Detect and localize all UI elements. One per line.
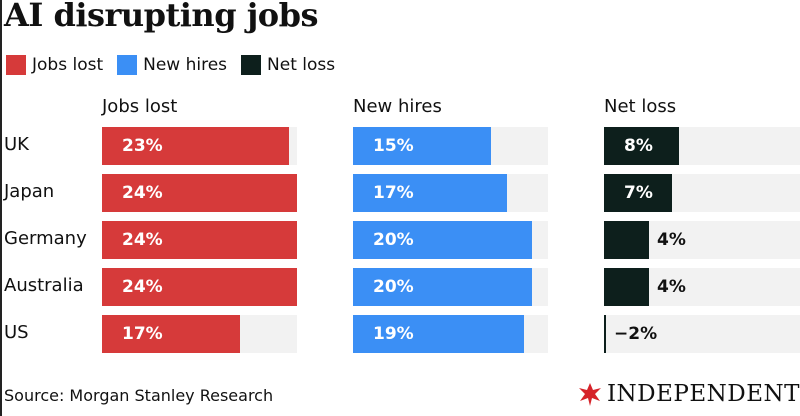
- bar-new-hires-australia: [353, 268, 532, 306]
- data-label-net-loss-japan: 7%: [624, 183, 653, 203]
- eagle-icon: [578, 383, 601, 406]
- bar-track: 24%: [102, 268, 297, 306]
- bar-track: 8%: [604, 127, 800, 165]
- data-label-net-loss-us: −2%: [614, 324, 658, 344]
- bar-new-hires-japan: [353, 174, 508, 212]
- bar-net-loss-japan: [604, 174, 672, 212]
- bar-new-hires-uk: [353, 127, 491, 165]
- column-header-new-hires: New hires: [353, 96, 442, 117]
- legend-swatch-net-loss: [241, 55, 262, 75]
- data-label-new-hires-uk: 15%: [373, 136, 414, 156]
- bar-new-hires-us: [353, 315, 524, 353]
- bar-new-hires-germany: [353, 221, 532, 259]
- legend: Jobs lost New hires Net loss: [6, 53, 335, 77]
- data-label-jobs-lost-uk: 23%: [122, 136, 163, 156]
- bar-track: 4%: [604, 268, 800, 306]
- bar-track: 20%: [353, 221, 548, 259]
- data-label-new-hires-germany: 20%: [373, 230, 414, 250]
- legend-label-jobs-lost: Jobs lost: [32, 55, 104, 75]
- bar-track: 7%: [604, 174, 800, 212]
- column-header-net-loss: Net loss: [604, 96, 677, 117]
- bar-track: 19%: [353, 315, 548, 353]
- bar-jobs-lost-germany: [102, 221, 297, 259]
- data-label-new-hires-us: 19%: [373, 324, 414, 344]
- bar-net-loss-us: [604, 315, 606, 353]
- column-header-jobs-lost: Jobs lost: [102, 96, 178, 117]
- data-label-new-hires-australia: 20%: [373, 277, 414, 297]
- row-label-us: US: [4, 322, 29, 343]
- legend-label-net-loss: Net loss: [267, 55, 336, 75]
- bar-net-loss-uk: [604, 127, 679, 165]
- legend-swatch-jobs-lost: [6, 55, 26, 75]
- data-label-new-hires-japan: 17%: [373, 183, 414, 203]
- data-label-jobs-lost-australia: 24%: [122, 277, 163, 297]
- legend-label-new-hires: New hires: [143, 55, 228, 75]
- bar-track: 15%: [353, 127, 548, 165]
- data-label-net-loss-germany: 4%: [657, 230, 686, 250]
- bar-track: 24%: [102, 221, 297, 259]
- data-label-jobs-lost-us: 17%: [122, 324, 163, 344]
- bar-track: 24%: [102, 174, 297, 212]
- legend-item-new-hires: New hires: [117, 55, 227, 75]
- bar-jobs-lost-australia: [102, 268, 297, 306]
- source-note: Source: Morgan Stanley Research: [4, 386, 274, 405]
- bar-jobs-lost-uk: [102, 127, 289, 165]
- row-label-japan: Japan: [4, 181, 55, 202]
- data-label-net-loss-australia: 4%: [657, 277, 686, 297]
- bar-track: −2%: [604, 315, 800, 353]
- row-label-germany: Germany: [4, 228, 87, 249]
- legend-swatch-new-hires: [117, 55, 138, 75]
- bar-jobs-lost-japan: [102, 174, 297, 212]
- bar-track: 17%: [353, 174, 548, 212]
- bar-track: 4%: [604, 221, 800, 259]
- bar-track: 17%: [102, 315, 297, 353]
- chart-title: AI disrupting jobs: [4, 0, 319, 34]
- bar-net-loss-germany: [604, 221, 649, 259]
- bar-jobs-lost-us: [102, 315, 241, 353]
- row-label-australia: Australia: [4, 275, 84, 296]
- publisher-logo: INDEPENDENT: [577, 381, 800, 407]
- data-label-net-loss-uk: 8%: [624, 136, 653, 156]
- bar-net-loss-australia: [604, 268, 649, 306]
- legend-item-net-loss: Net loss: [241, 55, 335, 75]
- bar-track: 23%: [102, 127, 297, 165]
- bar-track: 20%: [353, 268, 548, 306]
- row-label-uk: UK: [4, 134, 29, 155]
- publisher-name: INDEPENDENT: [606, 381, 800, 407]
- legend-item-jobs-lost: Jobs lost: [6, 55, 103, 75]
- data-label-jobs-lost-japan: 24%: [122, 183, 163, 203]
- data-label-jobs-lost-germany: 24%: [122, 230, 163, 250]
- frame-border: [0, 0, 2, 416]
